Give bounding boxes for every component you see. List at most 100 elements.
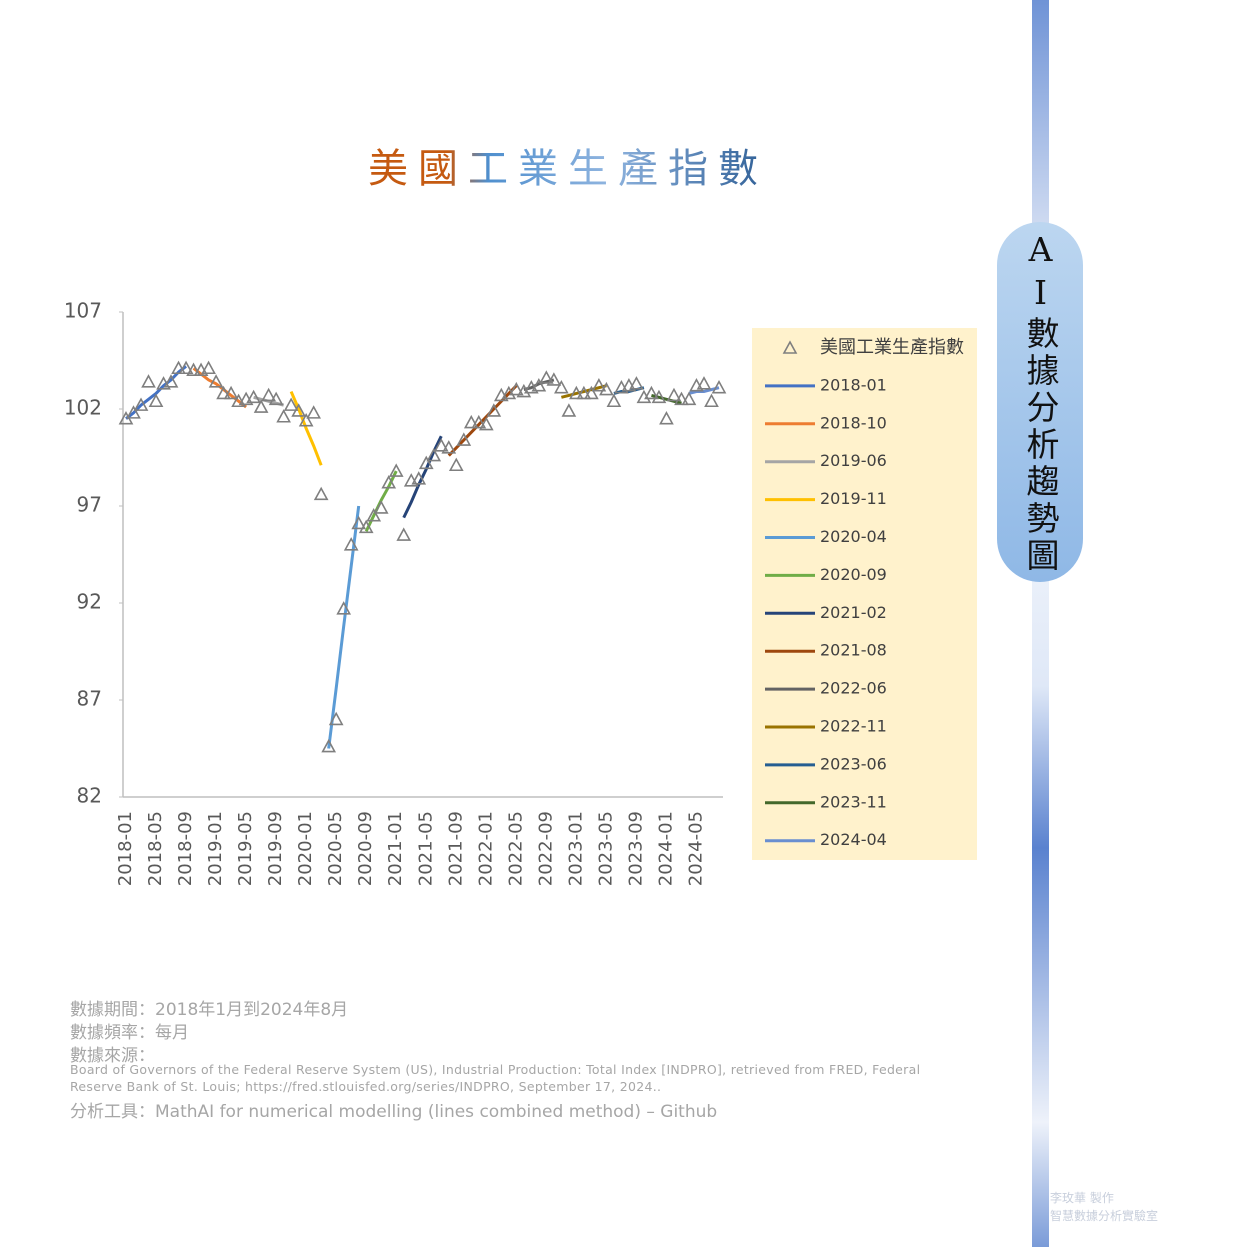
legend-label: 2019-11	[820, 489, 887, 508]
data-point	[704, 393, 719, 408]
watermark-author: 李玫華 製作	[1050, 1191, 1114, 1205]
legend-label: 2024-04	[820, 830, 887, 849]
data-point	[261, 387, 276, 402]
data-point	[148, 393, 164, 408]
x-tick-label: 2021-01	[385, 811, 406, 886]
data-point	[321, 738, 337, 753]
data-point	[456, 432, 472, 446]
fit-line	[560, 384, 607, 399]
data-point	[253, 399, 269, 413]
y-tick-label: 102	[64, 396, 102, 420]
data-point	[711, 379, 727, 394]
data-point	[396, 527, 412, 541]
data-point	[554, 379, 569, 394]
legend-label: 2021-02	[820, 603, 887, 622]
x-tick-label: 2024-01	[655, 811, 676, 886]
x-tick-label: 2020-09	[355, 811, 376, 886]
note-source: Board of Governors of the Federal Reserv…	[70, 1062, 921, 1094]
legend-label: 2018-01	[820, 375, 887, 394]
legend-label: 2021-08	[820, 641, 887, 660]
fit-line	[402, 435, 443, 519]
x-tick-label: 2019-09	[265, 811, 286, 886]
x-tick-label: 2021-09	[445, 811, 466, 886]
data-point	[306, 405, 322, 419]
data-point	[208, 374, 224, 388]
side-stripe	[1032, 0, 1049, 1247]
x-tick-label: 2018-09	[175, 811, 196, 886]
note-tool: 分析工具：MathAI for numerical modelling (lin…	[70, 1102, 718, 1122]
data-point	[569, 385, 584, 400]
data-point	[186, 362, 201, 376]
x-tick-label: 2019-01	[205, 811, 226, 886]
data-point	[659, 411, 674, 425]
data-point	[351, 515, 367, 530]
data-point	[133, 397, 149, 411]
x-tick-label: 2018-05	[145, 811, 166, 886]
chart: 美國工業生產指數 82 87 92 97 102 107 2018-01 2018-05 201…	[64, 146, 977, 886]
data-point	[328, 711, 344, 726]
note-frequency: 數據頻率：每月	[70, 1023, 189, 1043]
data-point	[644, 385, 659, 400]
x-tick-label: 2020-01	[295, 811, 316, 886]
data-point	[223, 385, 239, 400]
note-period: 數據期間：2018年1月到2024年8月	[70, 1000, 349, 1020]
data-point	[576, 385, 592, 400]
data-point	[163, 374, 179, 388]
side-label: AI數據分析趨勢圖	[997, 222, 1083, 582]
legend-label: 美國工業生產指數	[820, 337, 964, 358]
data-point	[486, 403, 502, 417]
data-point	[171, 360, 186, 375]
data-point	[343, 537, 359, 551]
data-point	[448, 457, 464, 472]
data-point	[418, 455, 434, 470]
y-tick-label: 107	[64, 299, 102, 323]
data-point	[606, 393, 622, 408]
x-tick-label: 2021-05	[415, 811, 436, 886]
data-point	[313, 486, 329, 501]
legend-box	[752, 328, 977, 860]
x-tick-label: 2022-01	[475, 811, 496, 886]
data-point	[298, 412, 314, 427]
data-point	[381, 475, 397, 489]
x-tick-label: 2018-01	[115, 811, 136, 886]
x-tick-label: 2023-05	[595, 811, 616, 886]
data-point	[283, 397, 299, 411]
legend-label: 2022-11	[820, 717, 887, 736]
chart-title: 美國工業生產指數	[368, 146, 768, 192]
y-tick-label: 92	[77, 590, 102, 614]
fit-line	[192, 367, 248, 409]
y-tick-label: 87	[77, 687, 102, 711]
data-point	[178, 360, 194, 375]
data-point	[651, 389, 667, 404]
x-tick-label: 2023-01	[565, 811, 586, 886]
data-point	[584, 385, 599, 400]
legend-label: 2019-06	[820, 451, 887, 470]
x-tick-label: 2022-09	[535, 811, 556, 886]
data-point	[696, 376, 712, 390]
y-tick-label: 97	[77, 493, 102, 517]
legend-label: 2023-11	[820, 792, 887, 811]
data-point	[141, 374, 156, 388]
data-point	[433, 438, 449, 452]
x-tick-label: 2024-05	[685, 811, 706, 886]
data-point	[561, 403, 577, 417]
data-point	[268, 391, 284, 406]
data-point	[216, 385, 231, 400]
data-point	[463, 414, 479, 429]
note-source-label: 數據來源：	[70, 1046, 155, 1066]
data-point	[629, 376, 644, 390]
x-tick-label: 2019-05	[235, 811, 256, 886]
data-point	[201, 360, 216, 375]
legend-label: 2023-06	[820, 754, 887, 773]
fit-line	[523, 378, 555, 392]
data-point	[411, 471, 427, 485]
data-point	[666, 387, 682, 402]
data-point	[336, 601, 352, 615]
watermark-lab: 智慧數據分析實驗室	[1050, 1209, 1159, 1223]
data-point	[441, 440, 457, 454]
data-point	[681, 391, 697, 406]
data-point	[546, 372, 562, 386]
data-point	[599, 381, 614, 396]
data-point	[531, 378, 547, 392]
data-point	[591, 378, 607, 392]
